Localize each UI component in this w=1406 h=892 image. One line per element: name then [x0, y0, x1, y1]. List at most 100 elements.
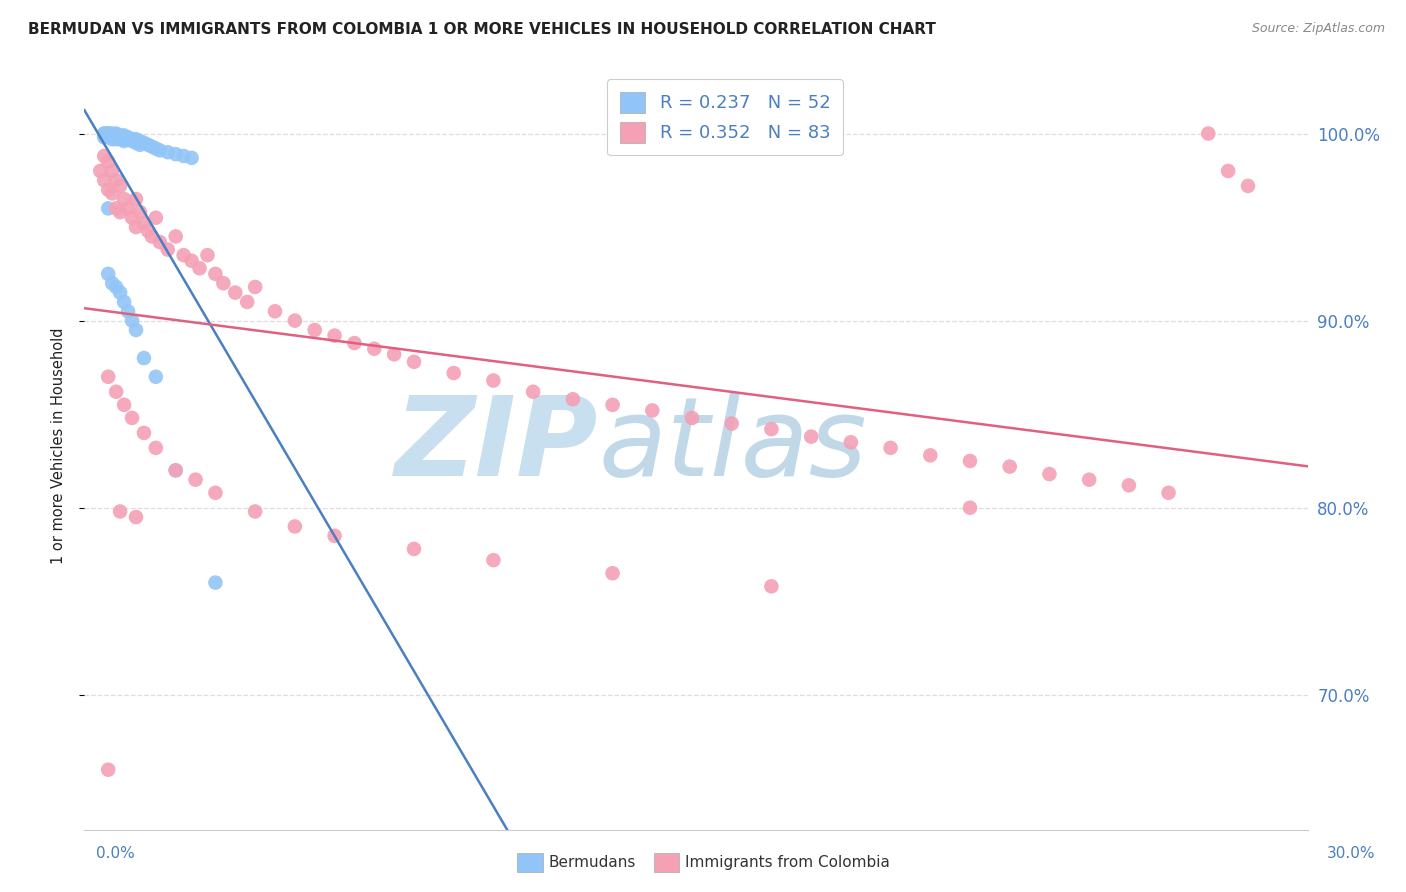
- Point: [761, 579, 783, 593]
- Point: [112, 130, 135, 145]
- Point: [188, 261, 211, 276]
- Point: [105, 202, 128, 216]
- Point: [93, 127, 115, 141]
- Point: [1218, 164, 1240, 178]
- Point: [304, 323, 326, 337]
- Point: [101, 277, 124, 291]
- Point: [343, 336, 366, 351]
- Point: [180, 151, 202, 165]
- Point: [108, 178, 131, 193]
- Point: [522, 384, 544, 399]
- Point: [323, 328, 346, 343]
- Point: [112, 134, 135, 148]
- Point: [382, 347, 405, 361]
- Text: Bermudans: Bermudans: [548, 855, 636, 870]
- Point: [156, 145, 179, 160]
- Point: [156, 243, 179, 257]
- Text: BERMUDAN VS IMMIGRANTS FROM COLOMBIA 1 OR MORE VEHICLES IN HOUSEHOLD CORRELATION: BERMUDAN VS IMMIGRANTS FROM COLOMBIA 1 O…: [28, 22, 936, 37]
- Point: [197, 248, 219, 262]
- Point: [112, 128, 135, 143]
- Point: [136, 137, 159, 152]
- Text: 0.0%: 0.0%: [96, 847, 135, 861]
- Point: [132, 216, 155, 230]
- Point: [920, 448, 942, 462]
- Point: [1078, 473, 1101, 487]
- Point: [105, 130, 128, 145]
- Point: [105, 132, 128, 146]
- Point: [97, 763, 120, 777]
- Point: [97, 183, 120, 197]
- Point: [165, 463, 187, 477]
- Point: [97, 128, 120, 143]
- Text: atlas: atlas: [598, 392, 866, 500]
- Point: [839, 435, 862, 450]
- Point: [998, 459, 1021, 474]
- Point: [145, 211, 167, 225]
- Point: [132, 351, 155, 365]
- Point: [323, 529, 346, 543]
- Point: [132, 136, 155, 150]
- Point: [121, 313, 143, 327]
- Point: [125, 192, 148, 206]
- Point: [129, 137, 152, 152]
- Point: [879, 441, 901, 455]
- Point: [97, 202, 120, 216]
- Point: [1118, 478, 1140, 492]
- Point: [108, 132, 131, 146]
- Text: ZIP: ZIP: [395, 392, 598, 500]
- Point: [97, 127, 120, 141]
- Point: [284, 519, 307, 533]
- Point: [482, 374, 505, 388]
- Point: [97, 267, 120, 281]
- Point: [165, 147, 187, 161]
- Point: [101, 127, 124, 141]
- Point: [112, 192, 135, 206]
- Point: [482, 553, 505, 567]
- Point: [105, 280, 128, 294]
- Point: [105, 384, 128, 399]
- Point: [101, 130, 124, 145]
- Point: [204, 485, 226, 500]
- Point: [97, 127, 120, 141]
- Point: [180, 253, 202, 268]
- Point: [117, 304, 139, 318]
- Point: [101, 132, 124, 146]
- Point: [720, 417, 742, 431]
- Point: [145, 141, 167, 155]
- Point: [443, 366, 465, 380]
- Point: [1038, 467, 1060, 481]
- Point: [224, 285, 246, 300]
- Text: 30.0%: 30.0%: [1327, 847, 1375, 861]
- Legend: R = 0.237   N = 52, R = 0.352   N = 83: R = 0.237 N = 52, R = 0.352 N = 83: [607, 79, 842, 155]
- Point: [602, 566, 624, 581]
- Point: [236, 294, 259, 309]
- Point: [149, 144, 172, 158]
- Point: [173, 248, 195, 262]
- Point: [800, 430, 823, 444]
- Point: [121, 411, 143, 425]
- Point: [959, 454, 981, 468]
- Point: [97, 130, 120, 145]
- Point: [145, 441, 167, 455]
- Point: [101, 186, 124, 201]
- Point: [173, 149, 195, 163]
- Point: [93, 130, 115, 145]
- Point: [108, 285, 131, 300]
- Point: [1197, 127, 1219, 141]
- Point: [121, 132, 143, 146]
- Point: [243, 504, 266, 518]
- Point: [105, 128, 128, 143]
- Point: [959, 500, 981, 515]
- Point: [402, 541, 425, 556]
- Point: [97, 369, 120, 384]
- Point: [125, 220, 148, 235]
- Point: [264, 304, 287, 318]
- Point: [165, 229, 187, 244]
- Point: [101, 164, 124, 178]
- Point: [101, 128, 124, 143]
- Point: [132, 425, 155, 440]
- Point: [117, 130, 139, 145]
- Point: [561, 392, 583, 407]
- Point: [136, 224, 159, 238]
- Point: [243, 280, 266, 294]
